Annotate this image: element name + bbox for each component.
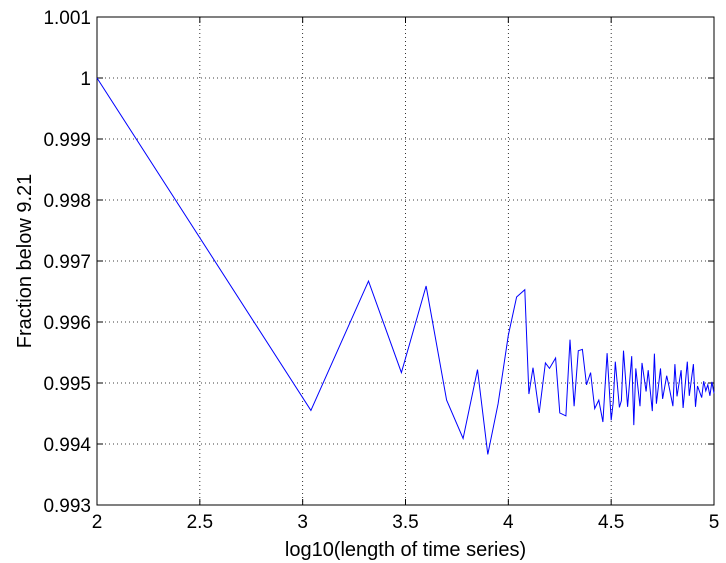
y-axis-tick-labels: 0.993 0.994 0.995 0.996 0.997 0.998 0.999 1 1.00…	[43, 8, 91, 517]
y-tick-label: 0.995	[43, 374, 91, 395]
y-tick-label: 0.998	[43, 191, 91, 212]
y-tick-label: 0.994	[43, 435, 91, 456]
y-axis-title: Fraction below 9.21	[14, 174, 36, 349]
y-tick-label: 1	[80, 69, 91, 90]
grid	[97, 17, 714, 505]
x-tick-label: 4	[503, 512, 514, 533]
x-tick-label: 2.5	[187, 512, 213, 533]
y-tick-label: 1.001	[43, 8, 91, 29]
x-tick-label: 2	[92, 512, 103, 533]
y-tick-label: 0.999	[43, 130, 91, 151]
axis-ticks	[96, 16, 715, 506]
series-layer	[96, 77, 715, 455]
x-axis-title: log10(length of time series)	[285, 539, 526, 561]
y-tick-label: 0.997	[43, 252, 91, 273]
series-line	[96, 77, 715, 455]
y-tick-label: 0.996	[43, 313, 91, 334]
y-tick-label: 0.993	[43, 496, 91, 517]
x-tick-label: 4.5	[598, 512, 624, 533]
x-tick-label: 3.5	[392, 512, 418, 533]
x-tick-label: 5	[709, 512, 720, 533]
x-axis-tick-labels: 2 2.5 3 3.5 4 4.5 5	[92, 512, 720, 533]
x-tick-label: 3	[297, 512, 308, 533]
